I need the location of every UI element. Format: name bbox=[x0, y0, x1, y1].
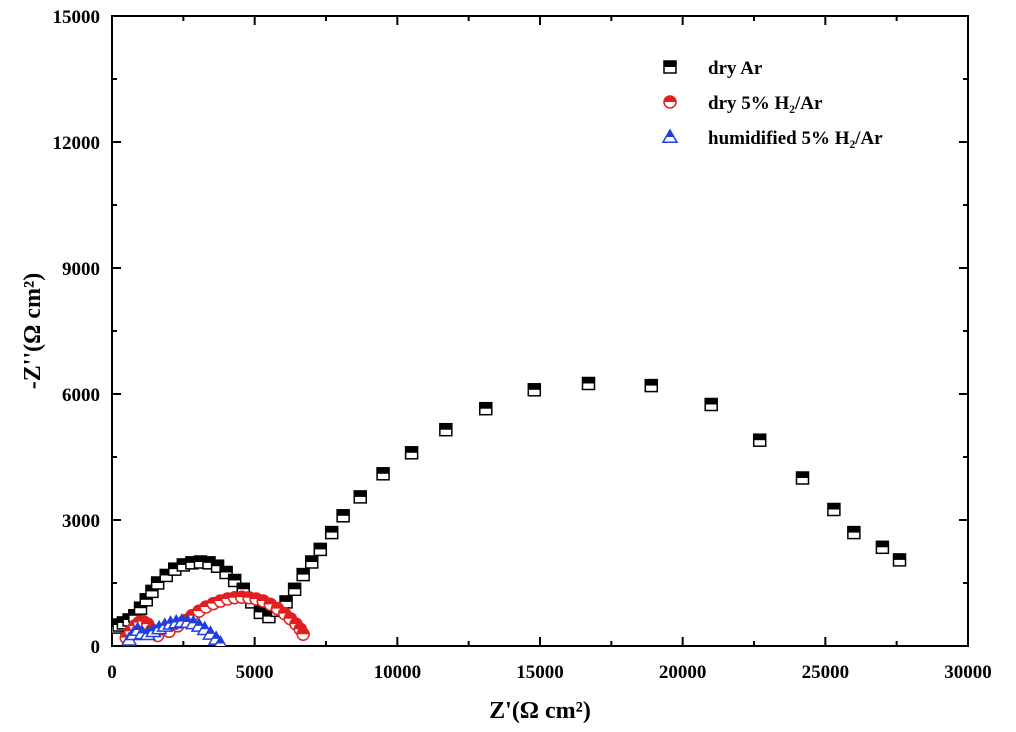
legend: dry Ar dry 5% H₂/Ar humidified 5% H₂/Ar bbox=[661, 58, 883, 149]
y-tick-label: 9000 bbox=[62, 259, 100, 280]
x-tick-label: 10000 bbox=[374, 662, 422, 683]
legend-label: dry Ar bbox=[708, 58, 763, 79]
data-point bbox=[847, 525, 861, 540]
data-point bbox=[527, 383, 542, 397]
data-point bbox=[296, 627, 310, 641]
data-point bbox=[324, 525, 339, 540]
legend-item: dry Ar bbox=[663, 58, 763, 79]
data-point bbox=[752, 433, 767, 447]
data-point bbox=[313, 542, 328, 557]
x-tick-label: 5000 bbox=[236, 662, 274, 683]
data-point bbox=[296, 567, 310, 582]
data-point bbox=[304, 555, 319, 569]
legend-marker bbox=[663, 60, 677, 74]
y-tick-label: 0 bbox=[91, 637, 101, 658]
data-point bbox=[214, 634, 227, 646]
tick-labels: 0 5000 10000 15000 20000 25000 30000 0 3000 6000 9… bbox=[53, 7, 992, 683]
data-point bbox=[795, 471, 810, 485]
data-point bbox=[376, 467, 390, 481]
y-tick-label: 3000 bbox=[62, 511, 100, 532]
x-tick-label: 15000 bbox=[516, 662, 564, 683]
data-point bbox=[827, 502, 841, 517]
data-point bbox=[479, 401, 493, 416]
legend-marker bbox=[661, 128, 679, 143]
data-point bbox=[336, 509, 350, 523]
x-tick-label: 25000 bbox=[802, 662, 850, 683]
legend-item: dry 5% H₂/Ar bbox=[663, 93, 823, 114]
data-point bbox=[644, 378, 659, 393]
y-tick-label: 15000 bbox=[53, 7, 101, 28]
y-tick-label: 12000 bbox=[53, 133, 101, 154]
legend-label: humidified 5% H₂/Ar bbox=[708, 128, 883, 149]
data-point bbox=[704, 397, 718, 412]
x-axis-title: Z'(Ω cm²) bbox=[489, 698, 591, 724]
data-point bbox=[875, 540, 890, 555]
legend-item: humidified 5% H₂/Ar bbox=[661, 128, 883, 149]
data-point bbox=[353, 490, 367, 504]
data-point bbox=[439, 422, 453, 437]
legend-label: dry 5% H₂/Ar bbox=[708, 93, 823, 114]
data-point bbox=[287, 582, 302, 597]
data-point bbox=[892, 553, 907, 567]
x-tick-label: 20000 bbox=[659, 662, 707, 683]
data-point bbox=[581, 376, 596, 391]
plot-frame bbox=[111, 15, 969, 647]
axis-ticks bbox=[111, 15, 969, 647]
legend-marker bbox=[663, 95, 677, 109]
y-tick-label: 6000 bbox=[62, 385, 100, 406]
x-tick-label: 30000 bbox=[944, 662, 992, 683]
y-axis-title: -Z''(Ω cm²) bbox=[20, 273, 46, 389]
series-2 bbox=[120, 613, 227, 646]
x-tick-label: 0 bbox=[107, 662, 117, 683]
data-points bbox=[112, 376, 907, 646]
data-point bbox=[404, 446, 419, 460]
